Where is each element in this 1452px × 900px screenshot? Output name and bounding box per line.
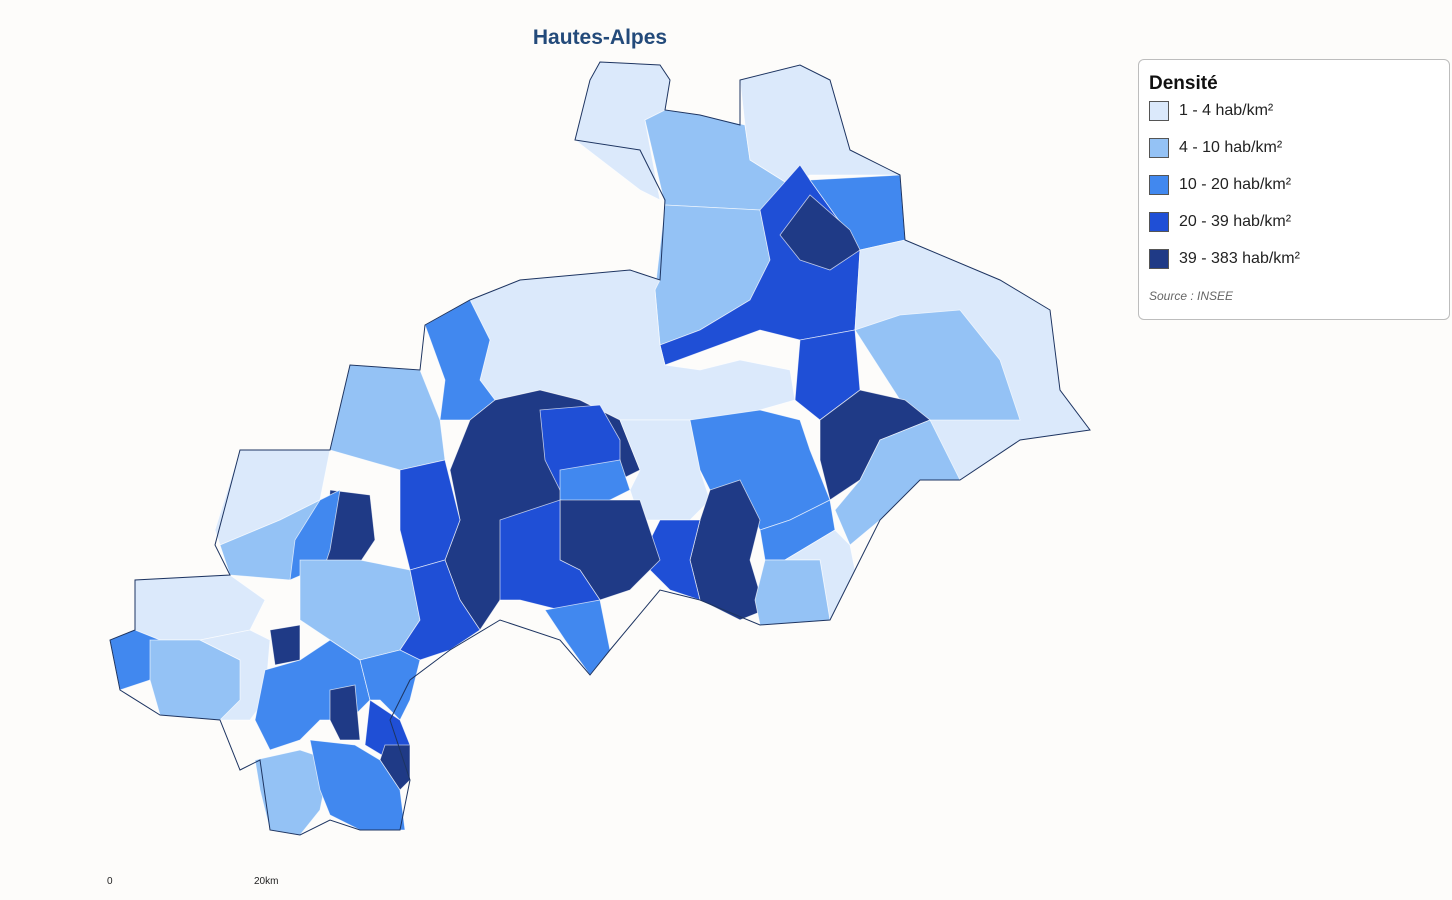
source: Source : INSEE — [1149, 289, 1234, 303]
legend-label: 10 - 20 hab/km² — [1179, 176, 1292, 193]
commune-area — [329, 364, 446, 471]
legend-swatch — [1149, 138, 1169, 158]
map-title: Hautes-Alpes — [532, 26, 668, 49]
commune-area — [739, 64, 901, 186]
legend-item: 4 - 10 hab/km² — [1149, 137, 1282, 159]
legend-swatch — [1149, 101, 1169, 121]
commune-area — [134, 574, 266, 641]
legend-item: 39 - 383 hab/km² — [1149, 248, 1300, 270]
legend-label: 4 - 10 hab/km² — [1179, 139, 1283, 156]
legend-label: 20 - 39 hab/km² — [1179, 213, 1292, 230]
department-outline — [109, 61, 1091, 836]
legend-label: 1 - 4 hab/km² — [1179, 102, 1274, 119]
legend-swatch — [1149, 175, 1169, 195]
commune-area — [544, 599, 611, 676]
legend-swatch — [1149, 249, 1169, 269]
commune-area — [329, 684, 361, 741]
commune-area — [359, 649, 421, 721]
legend-item: 10 - 20 hab/km² — [1149, 174, 1291, 196]
legend-label: 39 - 383 hab/km² — [1179, 250, 1300, 267]
commune-area — [254, 749, 331, 836]
legend-swatch — [1149, 212, 1169, 232]
commune-area — [198, 629, 271, 721]
scale-end: 20km — [254, 876, 279, 887]
legend-title: Densité — [1149, 73, 1218, 94]
commune-area — [269, 624, 301, 666]
commune-area — [559, 459, 631, 506]
legend-item: 20 - 39 hab/km² — [1149, 211, 1291, 233]
scale-start: 0 — [107, 876, 113, 887]
commune-area — [309, 739, 406, 831]
legend: Densité 1 - 4 hab/km² 4 - 10 hab/km² 10 - … — [1138, 59, 1450, 320]
commune-area — [299, 559, 421, 661]
legend-item: 1 - 4 hab/km² — [1149, 100, 1273, 122]
commune-area — [754, 559, 831, 626]
